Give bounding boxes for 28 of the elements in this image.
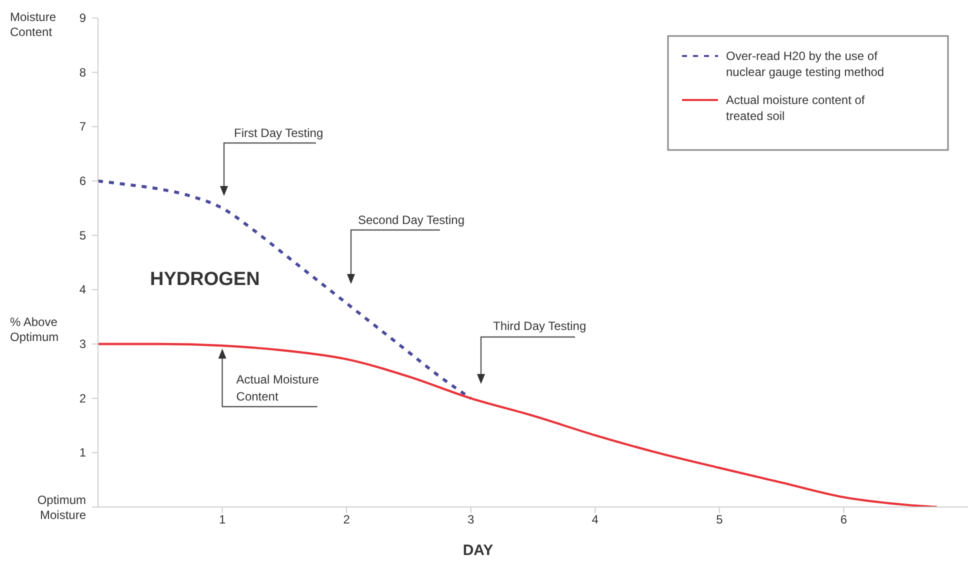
y-tick-label: 7 <box>79 120 86 134</box>
y-tick-label: 9 <box>79 11 86 25</box>
x-tick-label: 1 <box>218 512 226 527</box>
x-tick-label: 4 <box>592 512 599 527</box>
y-tick-label: 3 <box>79 337 86 351</box>
annotation: HYDROGEN <box>150 269 260 290</box>
text: % Above Optimum <box>10 315 59 344</box>
y-tick-label: 4 <box>79 282 86 297</box>
y-tick-label: 1 <box>79 446 86 460</box>
y-tick-label: 2 <box>79 391 86 406</box>
annotation: Actual Moisture Content <box>236 372 320 404</box>
y-tick-label: 8 <box>79 65 86 80</box>
y-axis-title: Moisture Content <box>10 10 58 40</box>
annotation: Second Day Testing <box>358 213 465 227</box>
x-tick-label: 3 <box>468 512 475 527</box>
y-tick-label: 6 <box>79 174 86 188</box>
line-series <box>98 342 938 507</box>
x-tick-label: 5 <box>716 512 724 527</box>
x-axis-title: DAY <box>462 542 494 559</box>
y-tick-label: Optimum Moisture <box>37 493 86 522</box>
annotation: First Day Testing <box>234 126 324 140</box>
legend-label: Over-read H20 by the use of nuclear gauge testing method <box>726 49 884 79</box>
line-series <box>98 180 472 400</box>
legend-label: Actual moisture content of treated soil <box>726 93 866 123</box>
annotation: Third Day Testing <box>493 319 586 333</box>
x-tick-label: 6 <box>840 512 848 527</box>
y-tick-label: 5 <box>79 228 86 242</box>
x-tick-label: 2 <box>343 512 350 527</box>
